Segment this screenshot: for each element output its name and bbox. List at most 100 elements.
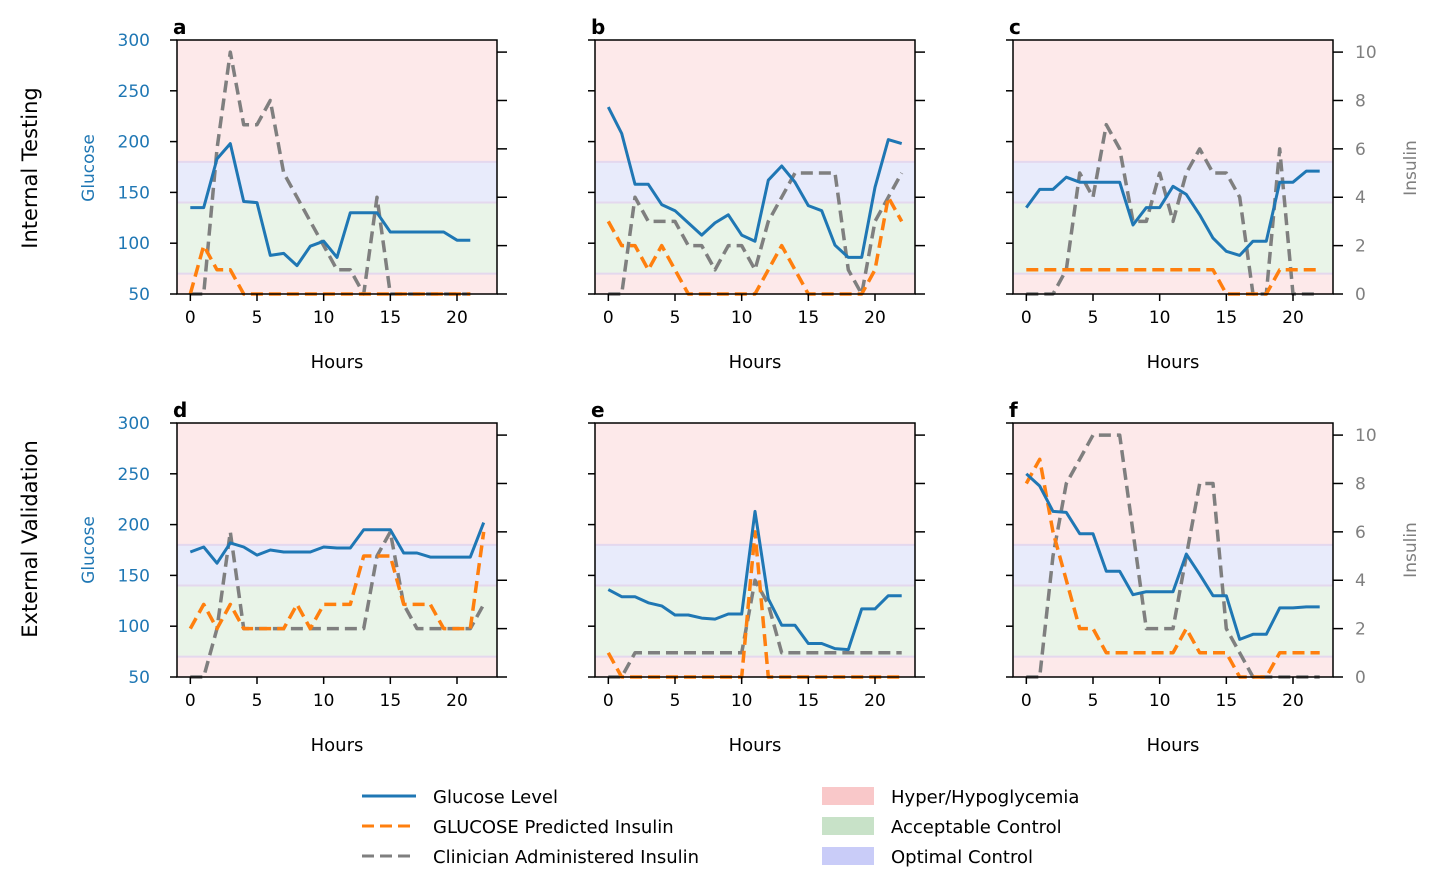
band-optimal [595, 161, 915, 203]
clinician-insulin-line [1026, 122, 1320, 296]
x-tick-label: 20 [1282, 691, 1304, 711]
glucose-tick-label: 200 [118, 133, 150, 153]
band-hyper-high [1013, 40, 1333, 162]
panel-frame [176, 422, 498, 678]
glucose-line [1025, 472, 1320, 641]
x-tick-label: 10 [731, 691, 753, 711]
x-tick-label: 20 [864, 691, 886, 711]
left-axis-label-bottom: Glucose [79, 516, 99, 584]
x-tick-label: 15 [798, 308, 820, 328]
band-optimal [177, 161, 497, 203]
glucose-tick-label: 150 [118, 566, 150, 586]
right-axis-label-bottom: Insulin [1401, 522, 1421, 578]
x-tick-label: 0 [185, 308, 196, 328]
band-hyper-low [177, 656, 497, 677]
insulin-tick-label: 10 [1355, 426, 1377, 446]
x-tick-label: 0 [1021, 308, 1032, 328]
x-tick-label: 15 [798, 691, 820, 711]
legend-acceptable-swatch [822, 817, 874, 835]
x-tick-label: 5 [1088, 691, 1099, 711]
glucose-tick-label: 300 [118, 31, 150, 51]
x-tick-label: 10 [313, 691, 335, 711]
x-tick-label: 10 [731, 308, 753, 328]
panel-b: b 0 5 10 15 20 Hours [588, 15, 925, 373]
x-tick-label: 20 [864, 308, 886, 328]
band-hyper-low [1013, 656, 1333, 677]
panel-frame [1012, 422, 1334, 678]
x-tick-label: 15 [380, 691, 402, 711]
panel-frame [1012, 39, 1334, 295]
x-axis-title: Hours [311, 735, 364, 756]
panel-letter: b [591, 15, 605, 39]
x-tick-label: 10 [313, 308, 335, 328]
predicted-insulin-line [1024, 457, 1320, 679]
x-tick-label: 0 [185, 691, 196, 711]
band-acceptable [1013, 202, 1333, 274]
legend-hyper-swatch [822, 787, 874, 805]
x-tick-label: 10 [1149, 308, 1171, 328]
legend-optimal-swatch [822, 847, 874, 865]
panel-letter: a [173, 15, 187, 39]
glucose-tick-label: 100 [118, 234, 150, 254]
insulin-tick-label: 2 [1355, 620, 1366, 640]
band-acceptable [1013, 585, 1333, 657]
x-tick-label: 5 [1088, 308, 1099, 328]
glucose-tick-label: 50 [128, 285, 150, 305]
predicted-insulin-line [1026, 268, 1320, 296]
glucose-line [607, 509, 902, 652]
left-axis-label-top: Glucose [79, 134, 99, 202]
x-tick-label: 15 [1216, 308, 1238, 328]
clinician-insulin-line [608, 578, 902, 679]
right-axis-label-top: Insulin [1401, 140, 1421, 196]
band-hyper-high [177, 40, 497, 162]
panel-frame [594, 422, 916, 678]
insulin-tick-label: 6 [1355, 140, 1366, 160]
glucose-tick-label: 100 [118, 617, 150, 637]
x-axis-title: Hours [729, 352, 782, 373]
panel-e: e 0 5 10 15 20 Hours [588, 398, 925, 756]
x-axis-title: Hours [311, 352, 364, 373]
band-hyper-high [595, 40, 915, 162]
x-tick-label: 15 [1216, 691, 1238, 711]
glucose-tick-label: 50 [128, 668, 150, 688]
x-tick-label: 5 [252, 691, 263, 711]
insulin-tick-label: 10 [1355, 43, 1377, 63]
band-acceptable [595, 585, 915, 657]
insulin-tick-label: 2 [1355, 237, 1366, 257]
x-axis-title: Hours [1147, 735, 1200, 756]
glucose-tick-label: 150 [118, 183, 150, 203]
panel-letter: c [1009, 15, 1021, 39]
x-tick-label: 15 [380, 308, 402, 328]
legend-optimal-label: Optimal Control [891, 847, 1033, 868]
insulin-tick-label: 8 [1355, 474, 1366, 494]
insulin-tick-label: 6 [1355, 523, 1366, 543]
x-tick-label: 5 [670, 308, 681, 328]
insulin-tick-label: 8 [1355, 91, 1366, 111]
glucose-line [1025, 169, 1320, 257]
row-label-external-validation: External Validation [18, 440, 42, 638]
legend: Glucose Level GLUCOSE Predicted Insulin … [362, 787, 1079, 868]
legend-hyper-label: Hyper/Hypoglycemia [891, 787, 1079, 808]
panel-letter: d [173, 398, 187, 422]
panel-c: c 0 5 10 15 20 Hours 0 2 4 6 8 10 [1006, 15, 1377, 373]
panel-frame [176, 39, 498, 295]
band-hyper-high [595, 423, 915, 545]
insulin-tick-label: 4 [1355, 571, 1366, 591]
panel-letter: f [1009, 398, 1018, 422]
x-tick-label: 0 [1021, 691, 1032, 711]
x-axis-title: Hours [729, 735, 782, 756]
band-hyper-high [1013, 423, 1333, 545]
x-tick-label: 0 [603, 308, 614, 328]
glucose-tick-label: 250 [118, 465, 150, 485]
legend-glucose-label: Glucose Level [433, 787, 558, 808]
clinician-insulin-line [608, 171, 904, 296]
band-optimal [177, 544, 497, 586]
legend-clinician-label: Clinician Administered Insulin [433, 847, 699, 868]
band-acceptable [177, 585, 497, 657]
x-tick-label: 20 [1282, 308, 1304, 328]
x-tick-label: 5 [670, 691, 681, 711]
row-label-internal-testing: Internal Testing [18, 87, 42, 248]
x-axis-title: Hours [1147, 352, 1200, 373]
